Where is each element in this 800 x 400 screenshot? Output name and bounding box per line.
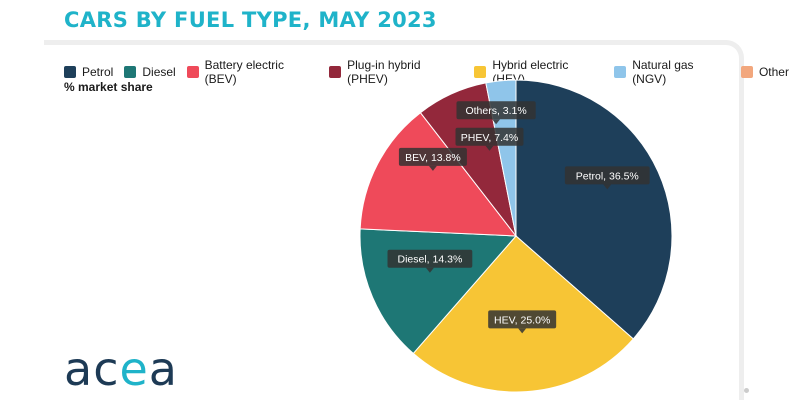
data-label-box — [456, 101, 536, 120]
data-label-pointer — [425, 267, 434, 273]
data-label-text: Petrol, 36.5% — [576, 170, 639, 182]
data-label-text: Diesel, 14.3% — [398, 254, 463, 266]
legend-label: Plug-in hybrid (PHEV) — [347, 58, 421, 86]
legend-swatch — [740, 66, 753, 78]
legend-item-diesel[interactable]: Diesel — [124, 65, 176, 79]
data-label: BEV, 13.8% — [398, 147, 467, 171]
data-label: Petrol, 36.5% — [564, 166, 650, 190]
data-label-text: HEV, 25.0% — [494, 314, 550, 326]
legend-swatch — [329, 66, 342, 78]
chart-title: CARS BY FUEL TYPE, MAY 2023 — [64, 8, 437, 32]
legend-label: Natural gas (NGV) — [632, 58, 694, 86]
legend-item-other[interactable]: Other — [740, 65, 789, 79]
data-label-box — [455, 127, 524, 146]
legend-item-petrol[interactable]: Petrol — [64, 65, 113, 79]
data-label: Others, 3.1% — [456, 101, 536, 125]
legend-label: Petrol — [82, 65, 114, 79]
data-label: PHEV, 7.4% — [455, 127, 524, 151]
legend-swatch — [124, 66, 137, 78]
logo-text-accent: e — [119, 342, 149, 396]
data-label-pointer — [603, 184, 612, 190]
logo-text-main: ac — [64, 342, 120, 396]
legend-swatch — [614, 66, 627, 78]
data-label: Diesel, 14.3% — [387, 249, 473, 273]
frame-end-dot — [744, 388, 749, 393]
pie-slice-battery-electric-bev[interactable] — [359, 111, 518, 237]
legend-label: Diesel — [142, 65, 176, 79]
legend-swatch — [186, 66, 199, 78]
data-label: HEV, 25.0% — [488, 310, 557, 334]
data-label-box — [564, 166, 650, 185]
chart-subtitle: % market share — [64, 80, 153, 94]
logo-text-end: a — [148, 342, 178, 396]
data-label-box — [398, 147, 467, 166]
data-label-pointer — [428, 165, 437, 171]
legend-swatch — [64, 66, 76, 78]
data-label-text: BEV, 13.8% — [405, 152, 461, 164]
legend-label: Battery electric (BEV) — [204, 58, 284, 86]
data-label-box — [387, 249, 473, 268]
acea-logo: acea — [64, 342, 178, 396]
legend-item-ngv[interactable]: Natural gas (NGV) — [614, 58, 730, 86]
legend: Petrol Diesel Battery electric (BEV) Plu… — [64, 58, 800, 86]
legend-item-phev[interactable]: Plug-in hybrid (PHEV) — [329, 58, 463, 86]
data-label-text: Others, 3.1% — [465, 105, 526, 117]
chart-frame — [44, 40, 744, 400]
data-label-box — [488, 310, 557, 329]
legend-item-bev[interactable]: Battery electric (BEV) — [186, 58, 319, 86]
legend-label: Other — [758, 65, 789, 79]
pie-slice-petrol[interactable] — [515, 79, 673, 340]
data-label-pointer — [485, 145, 494, 151]
legend-swatch — [474, 66, 487, 78]
data-label-pointer — [492, 119, 501, 125]
data-label-text: PHEV, 7.4% — [461, 132, 518, 144]
data-label-pointer — [518, 328, 527, 334]
